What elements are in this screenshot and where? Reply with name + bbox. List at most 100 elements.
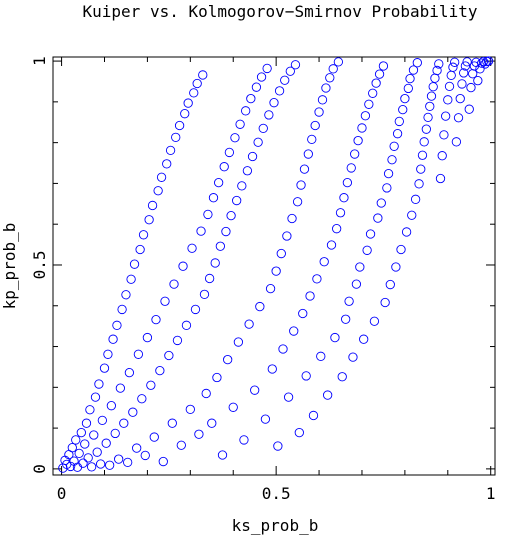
scatter-point bbox=[355, 262, 365, 272]
scatter-point bbox=[101, 438, 111, 448]
scatter-point bbox=[124, 367, 135, 378]
scatter-point bbox=[112, 320, 122, 330]
scatter-point bbox=[99, 363, 110, 373]
scatter-point bbox=[167, 418, 177, 428]
scatter-point bbox=[265, 283, 276, 294]
scatter-point bbox=[239, 435, 249, 445]
scatter-point bbox=[230, 133, 240, 143]
scatter-point bbox=[81, 418, 92, 428]
scatter-point bbox=[299, 164, 310, 174]
scatter-point bbox=[312, 274, 322, 284]
scatter-point bbox=[457, 79, 467, 89]
scatter-point bbox=[292, 197, 303, 207]
scatter-point bbox=[104, 460, 115, 470]
scatter-point bbox=[208, 193, 219, 203]
y-axis-label: kp_prob_b bbox=[0, 223, 19, 310]
scatter-point bbox=[310, 120, 320, 131]
scatter-point bbox=[224, 147, 235, 158]
scatter-point bbox=[97, 415, 107, 426]
scatter-point bbox=[439, 130, 449, 140]
scatter-point bbox=[289, 326, 299, 336]
x-tick-label: 1 bbox=[486, 484, 496, 503]
scatter-point bbox=[392, 129, 403, 139]
scatter-point bbox=[129, 259, 140, 269]
scatter-point bbox=[94, 379, 104, 389]
scatter-point bbox=[176, 440, 186, 450]
scatter-point bbox=[90, 392, 101, 402]
scatter-point bbox=[294, 427, 304, 438]
scatter-point bbox=[110, 428, 120, 439]
scatter-point bbox=[189, 88, 199, 98]
scatter-point bbox=[133, 349, 144, 359]
scatter-point bbox=[391, 262, 401, 272]
scatter-point bbox=[380, 297, 390, 308]
scatter-point bbox=[246, 93, 256, 104]
scatter-point bbox=[419, 137, 429, 147]
scatter-point bbox=[140, 450, 150, 461]
scatter-point bbox=[207, 418, 217, 428]
scatter-point bbox=[303, 149, 313, 159]
scatter-point bbox=[455, 93, 465, 104]
axis-ticks bbox=[53, 57, 495, 475]
scatter-point bbox=[473, 76, 483, 86]
scatter-point bbox=[89, 430, 99, 440]
scatter-point bbox=[233, 337, 244, 347]
scatter-point bbox=[434, 59, 444, 69]
scatter-point bbox=[428, 82, 438, 92]
scatter-point bbox=[132, 443, 142, 453]
scatter-point bbox=[221, 226, 231, 237]
scatter-point bbox=[385, 279, 395, 290]
scatter-point bbox=[373, 213, 383, 223]
scatter-point bbox=[142, 332, 153, 343]
scatter-point bbox=[192, 78, 202, 89]
scatter-point bbox=[114, 454, 124, 464]
scatter-point bbox=[212, 372, 222, 383]
scatter-point bbox=[269, 98, 279, 108]
scatter-point bbox=[337, 372, 347, 382]
scatter-point bbox=[244, 319, 254, 329]
scatter-point bbox=[128, 407, 138, 417]
scatter-point bbox=[451, 137, 462, 147]
scatter-point bbox=[307, 134, 317, 145]
scatter-point bbox=[350, 149, 360, 159]
scatter-point bbox=[158, 456, 168, 467]
scatter-point bbox=[203, 209, 213, 220]
scatter-point bbox=[117, 304, 127, 315]
scatter-point bbox=[346, 163, 356, 173]
scatter-point bbox=[144, 215, 154, 225]
scatter-point bbox=[242, 166, 253, 176]
data-points bbox=[58, 56, 494, 473]
scatter-point bbox=[376, 198, 386, 208]
scatter-point bbox=[219, 162, 229, 172]
scatter-point bbox=[339, 193, 349, 203]
scatter-point bbox=[405, 73, 415, 84]
scatter-point bbox=[85, 405, 95, 415]
scatter-point bbox=[330, 332, 340, 343]
scatter-point bbox=[410, 194, 421, 204]
scatter-point bbox=[351, 279, 362, 289]
scatter-point bbox=[287, 213, 297, 224]
scatter-point bbox=[321, 83, 331, 93]
scatter-point bbox=[368, 88, 378, 98]
scatter-point bbox=[210, 258, 220, 268]
scatter-point bbox=[322, 390, 333, 400]
scatter-point bbox=[382, 183, 392, 193]
scatter-point bbox=[232, 195, 242, 206]
scatter-point bbox=[477, 58, 487, 68]
scatter-point bbox=[432, 65, 442, 76]
scatter-point bbox=[421, 124, 431, 134]
y-tick-label: 1 bbox=[30, 56, 49, 66]
scatter-point bbox=[446, 70, 456, 81]
scatter-point bbox=[417, 150, 428, 160]
scatter-point bbox=[262, 63, 272, 74]
scatter-point bbox=[444, 81, 455, 92]
scatter-point bbox=[108, 334, 118, 344]
scatter-point bbox=[103, 349, 113, 359]
scatter-point bbox=[450, 57, 460, 67]
scatter-point bbox=[283, 392, 294, 402]
scatter-point bbox=[332, 224, 342, 234]
scatter-point bbox=[466, 82, 476, 93]
scatter-point bbox=[198, 70, 208, 80]
scatter-point bbox=[326, 240, 337, 250]
scatter-point bbox=[414, 179, 424, 189]
